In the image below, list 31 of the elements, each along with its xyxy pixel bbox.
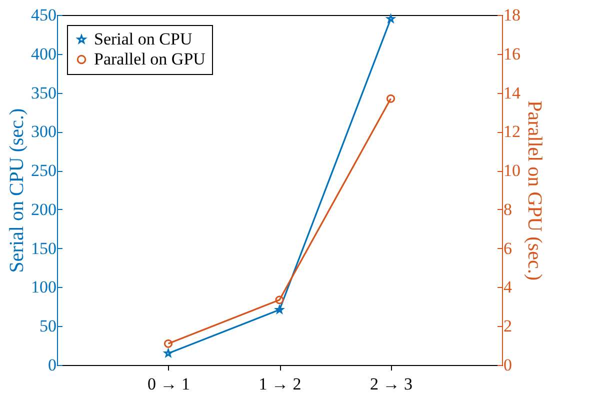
- y2-tick-label: 0: [504, 356, 512, 374]
- point: [275, 296, 284, 304]
- y-tick-label: 100: [31, 278, 56, 297]
- y2-tick-label: 12: [504, 122, 520, 142]
- x-tick-label: 1 → 2: [258, 374, 302, 394]
- y-tick-label: 450: [31, 6, 56, 24]
- legend-label: Parallel on GPU: [94, 50, 206, 68]
- x-tick-label: 2 → 3: [370, 374, 412, 394]
- point: [275, 305, 284, 314]
- y-tick-label: 350: [31, 83, 56, 102]
- y2-tick-label: 6: [504, 238, 512, 258]
- y2-tick-label: 2: [504, 316, 512, 336]
- y-tick-label: 200: [31, 200, 56, 219]
- y2-tick-label: 16: [504, 44, 520, 64]
- y-tick-label: 0: [48, 356, 56, 374]
- y2-tick-label: 4: [504, 278, 512, 297]
- y-tick-label: 250: [31, 161, 56, 180]
- y2-tick-label: 18: [504, 6, 520, 24]
- y-axis-title: Serial on CPU (sec.): [6, 108, 28, 273]
- y2-tick-label: 14: [504, 83, 521, 102]
- y-tick-label: 300: [31, 122, 56, 142]
- y2-axis-title: Parallel on GPU (sec.): [524, 100, 546, 280]
- x-tick-label: 0 → 1: [148, 374, 190, 394]
- point: [386, 94, 396, 103]
- y-tick-label: 150: [31, 238, 56, 258]
- point: [164, 339, 173, 348]
- y2-tick-label: 10: [504, 161, 520, 180]
- y-tick-label: 400: [31, 44, 56, 64]
- y2-tick-label: 8: [504, 200, 512, 219]
- legend-label: Serial on CPU: [94, 30, 192, 48]
- y-tick-label: 50: [40, 316, 56, 336]
